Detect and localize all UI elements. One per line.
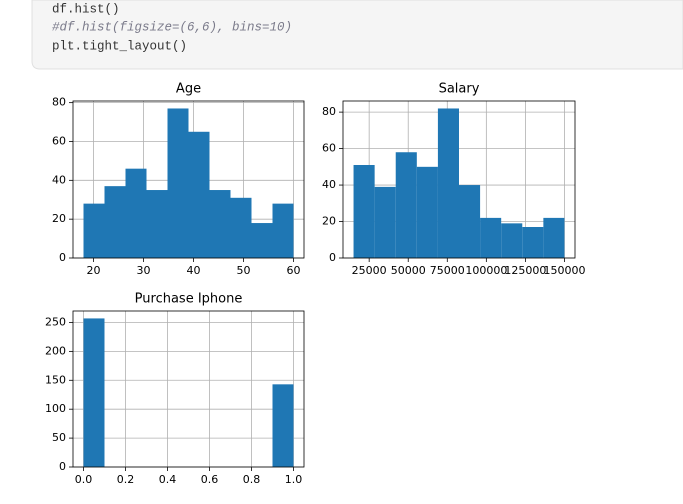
bar (188, 131, 210, 258)
bar (272, 384, 294, 467)
y-tick-label: 0 (59, 460, 66, 473)
x-tick-label: 1.0 (285, 473, 303, 486)
bar (395, 152, 417, 258)
x-tick-label: 0.6 (201, 473, 219, 486)
bar (416, 166, 438, 258)
bar (501, 223, 523, 258)
bar (374, 186, 396, 258)
y-tick-label: 80 (52, 96, 66, 109)
axes-frame (72, 100, 305, 259)
x-tick-label: 40 (187, 264, 201, 277)
code-line: #df.hist(figsize=(6,6), bins=10) (52, 20, 292, 34)
chart-title: Purchase Iphone (135, 292, 243, 307)
x-tick-label: 150000 (543, 264, 585, 277)
bar (272, 203, 294, 258)
y-tick-label: 50 (52, 431, 66, 444)
x-tick-label: 30 (137, 264, 151, 277)
bar (522, 227, 544, 258)
y-tick-label: 250 (45, 315, 66, 328)
y-tick-label: 0 (59, 251, 66, 264)
x-tick-label: 0.4 (159, 473, 177, 486)
bar (146, 190, 168, 258)
x-tick-label: 50000 (391, 264, 426, 277)
y-tick-label: 200 (45, 344, 66, 357)
x-tick-label: 25000 (352, 264, 387, 277)
bar (167, 108, 189, 258)
bar (480, 217, 502, 258)
y-tick-label: 150 (45, 373, 66, 386)
bar (437, 108, 459, 258)
bar (83, 318, 105, 467)
x-tick-label: 20 (87, 264, 101, 277)
x-tick-label: 50 (237, 264, 251, 277)
y-tick-label: 40 (52, 173, 66, 186)
x-tick-label: 100000 (465, 264, 507, 277)
code-cell (31, 0, 683, 70)
y-tick-label: 80 (322, 105, 336, 118)
x-tick-label: 0.2 (117, 473, 135, 486)
axes-frame (342, 100, 576, 259)
bar (104, 186, 126, 258)
y-tick-label: 100 (45, 402, 66, 415)
y-tick-label: 40 (322, 178, 336, 191)
y-tick-label: 0 (329, 251, 336, 264)
bar (251, 223, 273, 258)
code-line: df.hist() (52, 2, 120, 16)
y-tick-label: 20 (52, 212, 66, 225)
bar (209, 190, 231, 258)
bar (543, 217, 565, 258)
axes-frame (72, 310, 305, 468)
code-line: plt.tight_layout() (52, 39, 187, 53)
x-tick-label: 75000 (430, 264, 465, 277)
x-tick-label: 0.8 (243, 473, 261, 486)
y-tick-label: 20 (322, 215, 336, 228)
bar (353, 165, 375, 258)
bar (230, 197, 252, 258)
x-tick-label: 60 (287, 264, 301, 277)
bar (125, 168, 147, 258)
chart-title: Salary (439, 82, 480, 97)
x-tick-label: 0.0 (75, 473, 93, 486)
bar (459, 185, 481, 258)
bar (83, 203, 105, 258)
chart-title: Age (176, 82, 201, 97)
y-tick-label: 60 (322, 142, 336, 155)
x-tick-label: 125000 (504, 264, 546, 277)
y-tick-label: 60 (52, 134, 66, 147)
